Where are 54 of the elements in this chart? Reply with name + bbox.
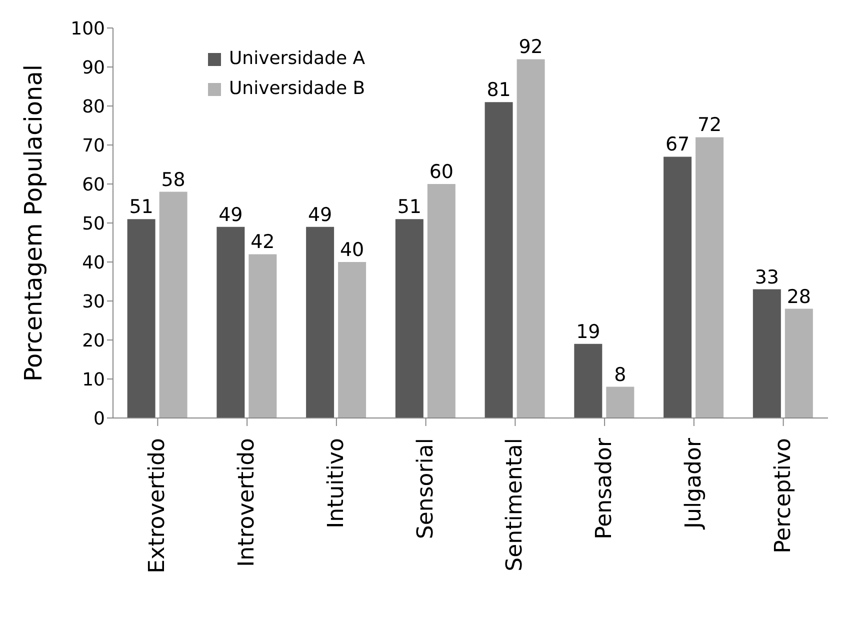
data-label: 8 bbox=[614, 364, 626, 386]
legend-label: Universidade A bbox=[229, 47, 366, 71]
bar bbox=[696, 137, 724, 418]
x-tick-label: Introvertido bbox=[234, 438, 260, 567]
y-tick-label: 50 bbox=[82, 213, 105, 234]
data-label: 49 bbox=[218, 204, 243, 226]
bar bbox=[248, 254, 277, 418]
bar bbox=[127, 219, 156, 418]
bar bbox=[664, 156, 692, 418]
legend-label: Universidade B bbox=[229, 77, 366, 101]
x-tick-label: Sentimental bbox=[502, 438, 528, 572]
x-tick-label: Julgador bbox=[681, 437, 706, 530]
bar bbox=[752, 289, 781, 418]
y-tick-label: 70 bbox=[82, 135, 105, 156]
data-label: 28 bbox=[786, 286, 812, 308]
data-label: 51 bbox=[129, 196, 154, 218]
bar bbox=[216, 226, 245, 418]
bar bbox=[159, 192, 188, 418]
bar bbox=[784, 308, 813, 418]
x-tick-label: Pensador bbox=[592, 437, 618, 540]
data-label: 49 bbox=[308, 204, 332, 226]
bar bbox=[395, 219, 424, 418]
data-label: 51 bbox=[397, 196, 422, 218]
bar bbox=[574, 344, 602, 418]
data-label: 92 bbox=[518, 36, 543, 58]
y-tick-label: 90 bbox=[82, 57, 105, 78]
bar bbox=[516, 59, 545, 418]
data-label: 72 bbox=[697, 114, 722, 136]
x-tick-label: Sensorial bbox=[413, 438, 438, 540]
data-label: 40 bbox=[340, 239, 364, 261]
bar bbox=[306, 226, 334, 418]
y-tick-label: 0 bbox=[94, 408, 105, 430]
x-tick-label: Extrovertido bbox=[145, 438, 170, 574]
bar bbox=[484, 102, 513, 418]
data-label: 19 bbox=[576, 320, 600, 343]
data-label: 81 bbox=[486, 79, 511, 102]
y-tick-label: 60 bbox=[82, 174, 105, 196]
data-label: 58 bbox=[161, 168, 186, 191]
y-tick-label: 10 bbox=[82, 369, 105, 390]
y-tick-label: 100 bbox=[70, 18, 105, 40]
bar bbox=[606, 386, 634, 418]
data-label: 67 bbox=[665, 134, 690, 156]
x-tick-label: Perceptivo bbox=[770, 438, 796, 554]
bar bbox=[338, 262, 366, 418]
bar bbox=[427, 184, 456, 418]
y-axis-title: Porcentagem Populacional bbox=[20, 64, 48, 382]
data-label: 42 bbox=[250, 231, 275, 254]
y-tick-label: 30 bbox=[82, 291, 105, 312]
data-label: 60 bbox=[429, 161, 454, 183]
data-label: 33 bbox=[754, 266, 780, 288]
y-tick-label: 40 bbox=[82, 252, 105, 274]
y-tick-label: 20 bbox=[82, 330, 105, 352]
x-tick-label: Intuitivo bbox=[324, 438, 349, 528]
y-tick-label: 80 bbox=[82, 96, 105, 118]
